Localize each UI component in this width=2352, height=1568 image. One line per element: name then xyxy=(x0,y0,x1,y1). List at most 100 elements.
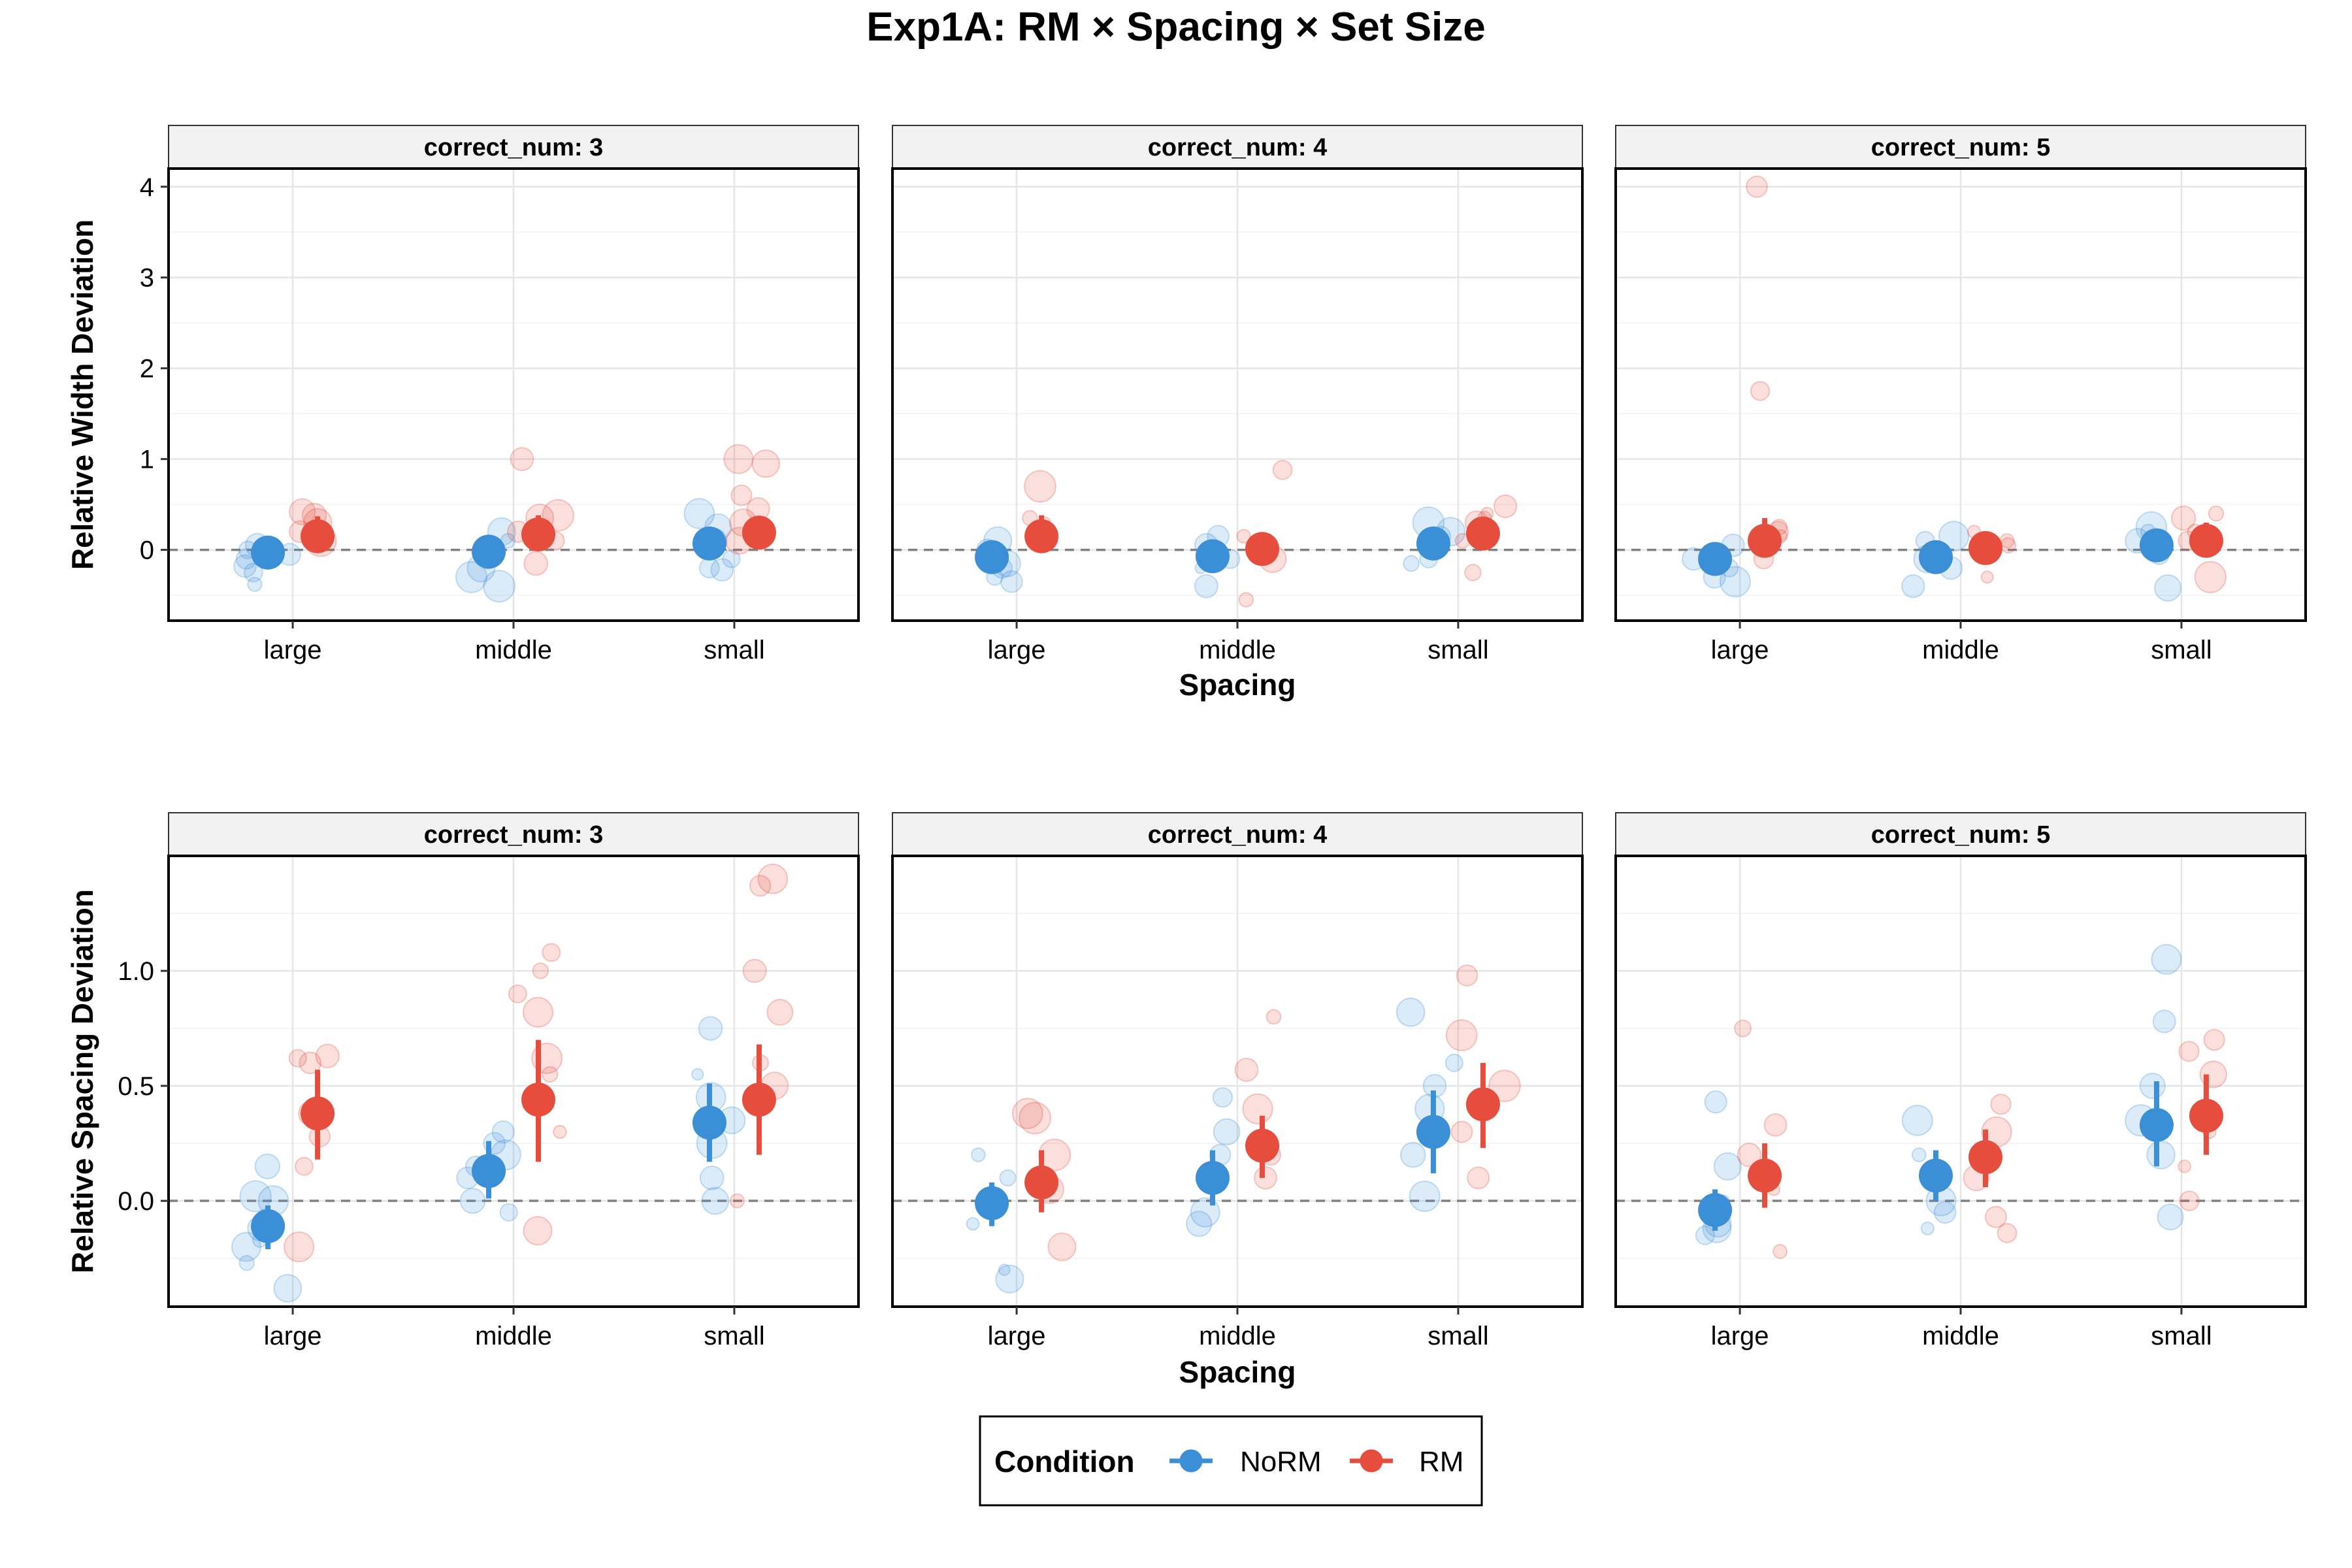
raw-point xyxy=(2178,1159,2192,1173)
raw-point xyxy=(294,1156,314,1176)
mean-point xyxy=(742,1083,776,1117)
mean-point xyxy=(1698,1193,1733,1228)
raw-point xyxy=(1409,1180,1441,1213)
y-tick-label: 1 xyxy=(140,446,154,474)
raw-point xyxy=(289,498,316,525)
raw-point xyxy=(1185,1211,1213,1237)
raw-point xyxy=(1911,1147,1927,1163)
x-tick-label: small xyxy=(2151,1322,2212,1350)
mean-point xyxy=(1416,526,1450,561)
raw-point xyxy=(742,958,767,983)
mean-point xyxy=(975,540,1009,574)
legend-box xyxy=(979,1415,1483,1507)
facet-strip xyxy=(168,125,859,169)
x-tick-label: small xyxy=(704,1322,764,1350)
raw-point xyxy=(1024,470,1056,503)
facet-panel: correct_num: 3 large middle small 0 1 2 3 4 xyxy=(140,125,860,664)
facet-label: correct_num: 3 xyxy=(424,134,604,161)
mean-point xyxy=(1245,532,1279,566)
raw-point xyxy=(2152,1009,2176,1034)
raw-point xyxy=(1194,574,1218,598)
raw-point xyxy=(1000,570,1023,593)
x-tick-label: middle xyxy=(1922,1322,1999,1350)
raw-point xyxy=(1713,1152,1742,1181)
raw-point xyxy=(1984,1205,2008,1228)
facet-panel: correct_num: 5 large middle small xyxy=(1614,812,2307,1350)
raw-point xyxy=(701,1186,730,1215)
raw-point xyxy=(2139,1072,2166,1100)
raw-point xyxy=(1920,1221,1935,1235)
mean-point xyxy=(975,1186,1009,1220)
facet-strip xyxy=(1615,125,2306,169)
raw-point xyxy=(966,1217,980,1231)
raw-point xyxy=(2157,1203,2184,1231)
facet-strip xyxy=(892,125,1583,169)
mean-point xyxy=(1698,542,1733,576)
x-tick-label: large xyxy=(988,636,1046,664)
raw-point xyxy=(1399,1141,1426,1168)
raw-point xyxy=(522,996,554,1028)
y-tick-label: 2 xyxy=(140,355,154,384)
mean-point xyxy=(2139,1107,2174,1142)
raw-point xyxy=(1242,1093,1273,1124)
legend: Condition NoRM RM xyxy=(979,1415,1483,1507)
raw-point xyxy=(730,484,753,506)
legend-label-norm: NoRM xyxy=(1240,1446,1322,1478)
x-tick-label: middle xyxy=(475,1322,552,1350)
mean-point xyxy=(251,1209,286,1243)
raw-point xyxy=(2000,537,2017,554)
x-tick-label: small xyxy=(1428,636,1488,664)
y-tick-label: 1.0 xyxy=(118,957,154,986)
raw-point xyxy=(683,498,715,529)
raw-point xyxy=(1190,1197,1220,1228)
raw-point xyxy=(1750,381,1771,401)
raw-point xyxy=(231,1232,261,1262)
raw-point xyxy=(532,962,549,979)
mean-point xyxy=(251,535,286,570)
raw-point xyxy=(2154,574,2182,602)
y-tick-label: 0 xyxy=(140,536,154,565)
mean-point xyxy=(2139,528,2174,563)
raw-point xyxy=(288,1049,307,1068)
raw-point xyxy=(1938,521,1970,552)
raw-point xyxy=(1464,564,1482,581)
raw-point xyxy=(455,561,488,593)
raw-point xyxy=(2178,1041,2200,1062)
x-tick-label: middle xyxy=(475,636,552,664)
legend-title: Condition xyxy=(994,1445,1135,1478)
raw-point xyxy=(483,570,515,603)
mean-point xyxy=(1968,1140,2002,1175)
raw-point xyxy=(2170,505,2197,531)
facet-strip xyxy=(1615,812,2306,857)
raw-point xyxy=(1997,1222,2017,1243)
facet-label: correct_num: 5 xyxy=(1871,134,2051,161)
mean-point xyxy=(1748,1158,1782,1193)
legend-label-rm: RM xyxy=(1419,1446,1463,1478)
raw-point xyxy=(1695,1225,1715,1245)
raw-point xyxy=(1236,529,1251,544)
raw-point xyxy=(1901,574,1925,598)
raw-point xyxy=(2151,943,2182,975)
facet-grid: Relative Width Deviation correct_num: 3 la… xyxy=(65,125,2307,1389)
raw-point xyxy=(998,1264,1011,1277)
mean-point xyxy=(692,526,727,561)
raw-point xyxy=(2194,561,2227,593)
legend-key-rm-dot xyxy=(1360,1449,1383,1473)
raw-point xyxy=(542,1066,559,1083)
mean-point xyxy=(1465,1087,1500,1122)
mean-point xyxy=(1245,1128,1279,1163)
raw-point xyxy=(766,998,794,1026)
y-tick-label: 0.5 xyxy=(118,1072,154,1101)
mean-point xyxy=(472,534,506,569)
facet-panel: correct_num: 4 large middle small Spacing xyxy=(891,125,1584,702)
raw-point xyxy=(1734,1019,1752,1037)
raw-point xyxy=(995,1264,1024,1294)
mean-point xyxy=(472,1154,506,1188)
raw-point xyxy=(751,449,780,478)
raw-point xyxy=(2208,505,2225,522)
raw-point xyxy=(1493,494,1518,519)
raw-point xyxy=(1450,1120,1473,1143)
x-tick-label: small xyxy=(704,636,764,664)
legend-key-norm-dot xyxy=(1179,1449,1203,1473)
